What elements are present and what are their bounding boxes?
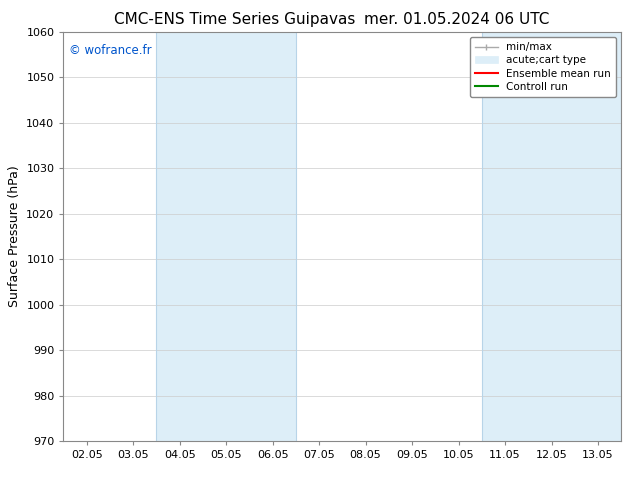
Text: © wofrance.fr: © wofrance.fr [69,44,152,57]
Y-axis label: Surface Pressure (hPa): Surface Pressure (hPa) [8,166,21,307]
Text: mer. 01.05.2024 06 UTC: mer. 01.05.2024 06 UTC [364,12,549,27]
Legend: min/max, acute;cart type, Ensemble mean run, Controll run: min/max, acute;cart type, Ensemble mean … [470,37,616,97]
Text: CMC-ENS Time Series Guipavas: CMC-ENS Time Series Guipavas [114,12,355,27]
Bar [482,32,621,441]
Bar [157,32,296,441]
